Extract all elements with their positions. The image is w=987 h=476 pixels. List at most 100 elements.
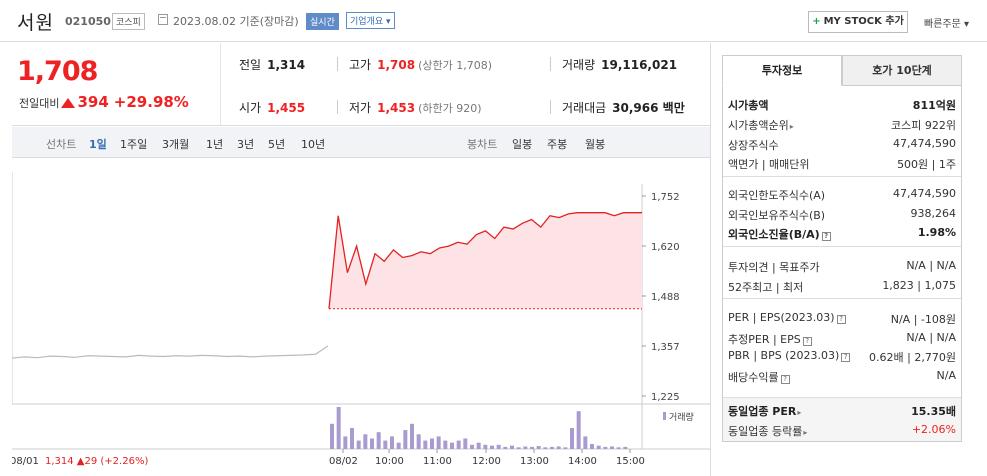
help-icon[interactable]: ? [841,353,851,362]
tab-investment-info[interactable]: 투자정보 [722,55,842,86]
help-icon[interactable]: ? [836,315,846,324]
divider [550,100,551,114]
price-area [329,212,642,309]
volume-bar [416,434,421,449]
industry-box: 동일업종 PER▸ 15.35배 동일업종 등락률▸ +2.06% [723,397,961,442]
help-icon[interactable]: ? [821,232,831,241]
help-icon[interactable]: ? [780,375,790,384]
divider [550,57,551,71]
change-value: 394 [77,93,109,111]
period-1d[interactable]: 1일 [89,138,107,151]
candle-monthly[interactable]: 월봉 [585,138,606,151]
stat-low: 저가 1,453 (하한가 920) [349,101,482,115]
change-percent: +29.98% [113,93,189,111]
volume-bar [483,444,488,449]
volume-bar [356,440,361,449]
volume-legend-swatch [663,412,666,420]
y-tick-label: 1,620 [651,242,680,253]
y-tick-label: 1,357 [651,342,680,353]
period-5y[interactable]: 5년 [268,138,286,151]
prev-day-label: 08/01 [12,456,39,467]
price-chart[interactable]: 1,752 1,620 1,488 1,357 1,225 거래량 08/02 10:00 11… [12,159,710,476]
volume-bar [603,446,608,449]
volume-bar [563,447,568,449]
volume-bar [456,440,461,449]
current-price: 1,708 [17,56,98,87]
divider [337,100,338,114]
stat-high: 고가 1,708 (상한가 1,708) [349,58,492,72]
volume-bar [343,436,348,449]
investment-info-panel: 시가총액 811억원 시가총액순위▸ 코스피 922위 상장주식수 47,474,59… [722,86,962,442]
x-tick-label: 12:00 [472,456,501,467]
x-tick-label: 15:00 [616,456,645,467]
volume-bar [390,436,394,449]
volume-bar [583,436,588,449]
x-tick-label: 13:00 [520,456,549,467]
volume-bar [616,447,621,449]
x-tick-label: 14:00 [568,456,597,467]
chart-type-bar: 선차트 1일 1주일 3개월 1년 3년 5년 10년 봉차트 일봉 주봉 월봉 [12,127,710,158]
stock-header: 서원 021050 코스피 2023.08.02 기준(장마감) 실시간 기업개… [0,0,987,42]
volume-bar [490,445,494,449]
arrow-right-icon: ▸ [789,122,794,131]
realtime-button[interactable]: 실시간 [306,13,339,30]
x-tick-label: 11:00 [423,456,452,467]
y-tick-label: 1,488 [651,292,680,303]
candle-daily[interactable]: 일봉 [512,138,533,151]
arrow-right-icon: ▸ [803,428,808,437]
volume-bar [590,443,594,449]
line-chart-label: 선차트 [46,138,77,151]
volume-bar [443,440,448,449]
base-date: 2023.08.02 기준(장마감) [173,15,299,28]
period-10y[interactable]: 10년 [301,138,326,151]
period-3y[interactable]: 3년 [237,138,255,151]
volume-bar [330,423,334,449]
period-3m[interactable]: 3개월 [162,138,190,151]
stock-code: 021050 [65,15,111,28]
market-badge: 코스피 [112,13,145,30]
y-tick-label: 1,225 [651,392,680,403]
volume-bar [336,407,341,449]
volume-bar [510,445,514,449]
volume-bar [423,440,428,449]
x-tick-label: 08/02 [329,456,358,467]
chevron-down-icon: ▾ [960,19,970,30]
prev-day-close: 1,314 ▲29 (+2.26%) [45,456,148,467]
add-mystock-button[interactable]: + MY STOCK 추가 [808,11,908,33]
volume-bar [623,446,628,449]
divider [12,125,710,126]
add-mystock-label: MY STOCK 추가 [823,16,904,27]
stat-prev-close: 전일 1,314 [239,58,306,72]
quick-order-dropdown[interactable]: 빠른주문 ▾ [924,15,969,30]
stat-volume: 거래량 19,116,021 [562,58,678,72]
volume-bar [530,446,534,449]
company-overview-dropdown[interactable]: 기업개요 ▾ [346,12,395,29]
price-change: 전일대비 394 +29.98% [19,93,189,111]
period-1w[interactable]: 1주일 [120,138,148,151]
candle-weekly[interactable]: 주봉 [547,138,568,151]
volume-bar [376,432,381,449]
tab-orderbook[interactable]: 호가 10단계 [842,55,962,86]
stat-open: 시가 1,455 [239,101,306,115]
volume-bar [503,446,508,449]
x-tick-label: 10:00 [375,456,404,467]
volume-bar [370,438,374,449]
volume-bar [556,446,561,449]
volume-bar [516,447,521,449]
volume-bar [550,446,554,449]
calendar-icon [158,14,168,25]
prev-day-line [12,345,329,359]
help-icon[interactable]: ? [802,337,812,346]
volume-bar [576,411,581,449]
volume-bar [523,446,528,449]
volume-bar [496,444,501,449]
volume-bar [450,442,454,449]
y-tick-label: 1,752 [651,192,680,203]
volume-bar [610,446,614,449]
volume-bar [536,446,541,449]
period-1y[interactable]: 1년 [206,138,224,151]
volume-bar [350,428,354,449]
arrow-right-icon: ▸ [797,408,802,417]
volume-bar [410,423,414,449]
volume-bar [543,447,548,449]
